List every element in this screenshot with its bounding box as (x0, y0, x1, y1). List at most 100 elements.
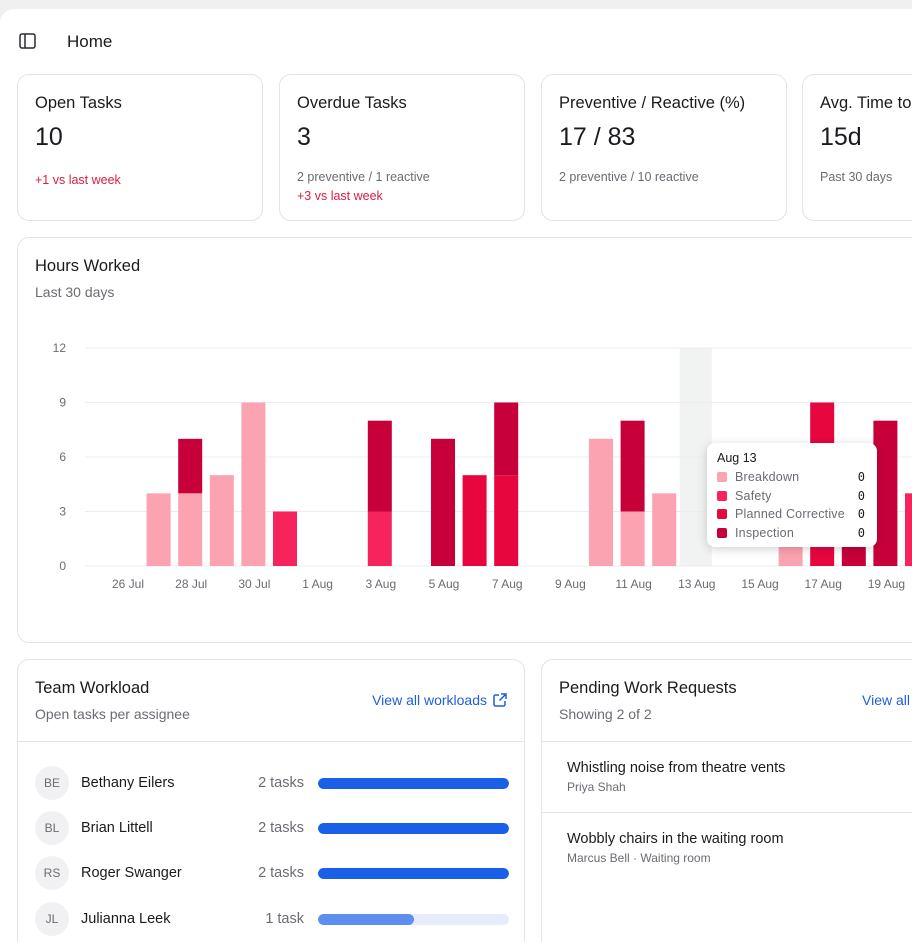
work-request-item[interactable]: Whistling noise from theatre vents Priya… (542, 742, 912, 812)
stat-card-open-tasks[interactable]: Open Tasks 10 +1 vs last week (17, 74, 263, 221)
assignee-task-count: 1 task (265, 911, 304, 927)
workload-bar-fill (318, 867, 509, 879)
view-all-workloads-link[interactable]: View all workloads (372, 692, 507, 708)
x-tick-label: 9 Aug (555, 577, 586, 591)
bar-segment-breakdown[interactable] (589, 438, 613, 566)
x-tick-label: 5 Aug (429, 577, 460, 591)
bar-segment-inspection[interactable] (620, 420, 645, 512)
assignee-task-count: 2 tasks (258, 775, 304, 791)
tooltip-label: Safety (735, 489, 772, 503)
assignee-name: Bethany Eilers (81, 775, 175, 791)
x-tick-label: 7 Aug (492, 577, 523, 591)
sidebar-panel-icon[interactable] (19, 33, 36, 49)
avatar: BE (35, 766, 69, 800)
section-divider (18, 741, 524, 742)
section-divider (542, 741, 912, 742)
chart-title: Hours Worked (35, 257, 141, 275)
stat-card-avg-time[interactable]: Avg. Time to 15d Past 30 days (802, 74, 912, 221)
avatar: RS (35, 856, 69, 890)
y-tick-label: 3 (59, 505, 66, 519)
y-tick-label: 12 (53, 341, 67, 355)
tooltip-label: Planned Corrective (735, 507, 845, 521)
legend-swatch-safety (717, 491, 727, 501)
tooltip-value: 0 (857, 507, 865, 521)
tooltip-date: Aug 13 (717, 451, 757, 465)
tooltip-value: 0 (857, 470, 865, 484)
chart-tooltip: Aug 13 Breakdown 0 Safety 0 Planned Corr… (707, 443, 877, 547)
bar-segment-breakdown[interactable] (241, 402, 266, 567)
request-meta: Marcus Bell · Waiting room (567, 851, 711, 865)
workload-bar-fill (318, 822, 509, 834)
x-tick-label: 26 Jul (112, 577, 144, 591)
bar-segment-inspection[interactable] (494, 402, 519, 476)
tooltip-row-breakdown: Breakdown 0 (717, 469, 865, 485)
requests-title: Pending Work Requests (559, 679, 737, 697)
y-tick-label: 9 (59, 396, 66, 410)
stat-value: 3 (297, 123, 311, 151)
link-label: View all (862, 692, 910, 708)
workload-subtitle: Open tasks per assignee (35, 706, 190, 722)
workload-bar (318, 822, 509, 834)
bar-segment-breakdown[interactable] (652, 493, 677, 566)
bar-segment-breakdown[interactable] (146, 493, 171, 566)
view-all-requests-link[interactable]: View all (862, 692, 910, 708)
app-window: Home Open Tasks 10 +1 vs last week Overd… (0, 9, 912, 942)
bar-segment-inspection[interactable] (873, 420, 898, 566)
tooltip-value: 0 (857, 526, 865, 540)
avatar: BL (35, 811, 69, 845)
y-tick-label: 0 (59, 559, 66, 573)
x-tick-label: 13 Aug (678, 577, 715, 591)
workload-bar-fill (318, 913, 414, 925)
stat-value: 17 / 83 (559, 123, 636, 151)
x-tick-label: 1 Aug (302, 577, 333, 591)
stat-delta: +3 vs last week (297, 189, 383, 203)
x-tick-label: 30 Jul (238, 577, 270, 591)
tooltip-row-planned-corrective: Planned Corrective 0 (717, 506, 865, 522)
assignee-row[interactable]: BL Brian Littell 2 tasks (35, 811, 509, 845)
page-title: Home (67, 32, 113, 51)
request-title: Whistling noise from theatre vents (567, 760, 786, 776)
assignee-name: Brian Littell (81, 820, 153, 836)
stat-value: 10 (35, 123, 63, 151)
bar-segment-breakdown[interactable] (178, 493, 203, 566)
request-meta: Priya Shah (567, 780, 626, 794)
bar-segment-planned-corrective[interactable] (494, 475, 519, 566)
assignee-task-count: 2 tasks (258, 865, 304, 881)
x-tick-label: 15 Aug (741, 577, 778, 591)
workload-title: Team Workload (35, 679, 150, 697)
work-request-item[interactable]: Wobbly chairs in the waiting room Marcus… (542, 813, 912, 883)
workload-bar (318, 867, 509, 879)
bar-segment-inspection[interactable] (431, 438, 455, 566)
bar-segment-inspection[interactable] (367, 420, 392, 512)
assignee-row[interactable]: JL Julianna Leek 1 task (35, 902, 509, 936)
assignee-name: Julianna Leek (81, 911, 171, 927)
bar-segment-breakdown[interactable] (620, 511, 645, 567)
bar-segment-planned-corrective[interactable] (462, 475, 487, 566)
assignee-row[interactable]: BE Bethany Eilers 2 tasks (35, 766, 509, 800)
bar-segment-safety[interactable] (367, 511, 392, 567)
tooltip-row-inspection: Inspection 0 (717, 525, 865, 541)
bar-segment-safety[interactable] (273, 511, 297, 567)
hours-worked-card: Hours Worked Last 30 days (17, 237, 912, 643)
x-tick-label: 28 Jul (175, 577, 207, 591)
workload-bar (318, 913, 509, 925)
stat-subtitle: Past 30 days (820, 170, 893, 184)
bar-segment-inspection[interactable] (178, 438, 203, 494)
bar-segment-safety[interactable] (905, 493, 912, 566)
pending-requests-card: Pending Work Requests Showing 2 of 2 Vie… (541, 659, 912, 942)
stat-title: Avg. Time to (820, 94, 912, 112)
requests-subtitle: Showing 2 of 2 (559, 706, 652, 722)
bar-segment-breakdown[interactable] (209, 475, 234, 566)
stat-subtitle: 2 preventive / 10 reactive (559, 170, 699, 184)
stat-subtitle: 2 preventive / 1 reactive (297, 170, 430, 184)
stat-delta: +1 vs last week (35, 173, 121, 187)
tooltip-value: 0 (857, 489, 865, 503)
stat-card-preventive-reactive[interactable]: Preventive / Reactive (%) 17 / 83 2 prev… (541, 74, 787, 221)
assignee-row[interactable]: RS Roger Swanger 2 tasks (35, 856, 509, 890)
tooltip-row-safety: Safety 0 (717, 488, 865, 504)
stat-card-overdue-tasks[interactable]: Overdue Tasks 3 2 preventive / 1 reactiv… (279, 74, 525, 221)
assignee-task-count: 2 tasks (258, 820, 304, 836)
stat-title: Overdue Tasks (297, 94, 407, 112)
legend-swatch-planned-corrective (717, 509, 727, 519)
x-tick-label: 19 Aug (868, 577, 905, 591)
